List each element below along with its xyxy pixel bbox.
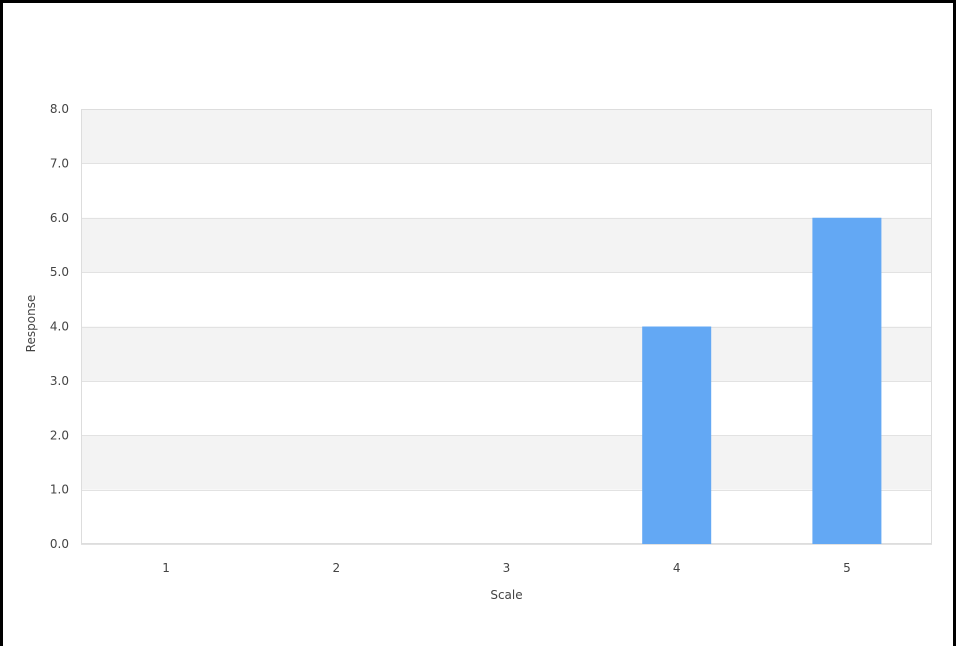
y-tick-label: 6.0 (50, 211, 69, 225)
y-tick-label: 0.0 (50, 537, 69, 551)
x-tick-label: 4 (673, 561, 681, 575)
plot-bands (81, 109, 932, 490)
y-axis-ticks: 0.0 1.0 2.0 3.0 4.0 5.0 6.0 7.0 8.0 (50, 102, 69, 551)
x-tick-label: 5 (843, 561, 851, 575)
y-tick-label: 5.0 (50, 265, 69, 279)
plot-band (81, 326, 932, 381)
y-tick-label: 4.0 (50, 320, 69, 334)
y-tick-label: 7.0 (50, 156, 69, 170)
plot-band (81, 109, 932, 164)
x-axis-ticks: 1 2 3 4 5 (162, 561, 850, 575)
y-tick-label: 3.0 (50, 374, 69, 388)
y-axis-title: Response (24, 295, 38, 353)
bars (642, 217, 882, 544)
x-tick-label: 1 (162, 561, 170, 575)
x-tick-label: 2 (332, 561, 340, 575)
plot-band (81, 217, 932, 273)
y-tick-label: 8.0 (50, 102, 69, 116)
plot-band (81, 435, 932, 490)
bar-4 (642, 326, 712, 544)
bar-5 (812, 217, 882, 544)
plot-area-border (81, 109, 932, 544)
x-tick-label: 3 (503, 561, 511, 575)
y-tick-label: 1.0 (50, 483, 69, 497)
x-axis-title: Scale (490, 588, 522, 602)
y-tick-label: 2.0 (50, 428, 69, 442)
